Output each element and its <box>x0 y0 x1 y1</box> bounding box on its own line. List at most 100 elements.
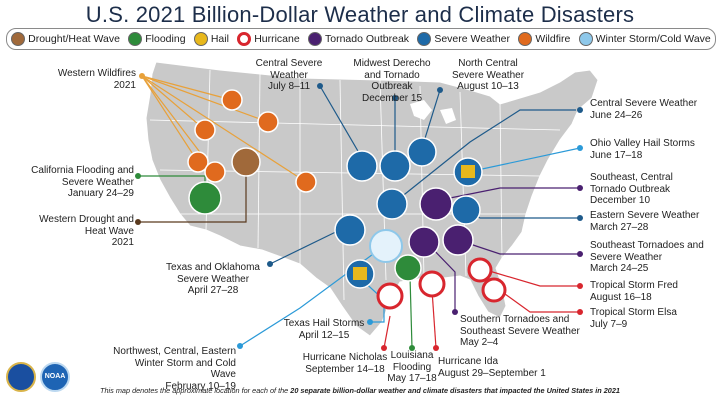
severe-weather-icon <box>451 195 481 225</box>
severe-weather-icon <box>417 32 432 46</box>
tornado-icon <box>442 224 474 256</box>
event-date: May 2–4 <box>460 337 499 348</box>
label-southern-tornadoes: Southern Tornadoes and Southeast Severe … <box>460 314 580 349</box>
flooding-icon <box>128 32 143 46</box>
legend-label: Severe Weather <box>434 33 511 45</box>
winter-storm-icon <box>369 229 403 263</box>
event-name: Southeast, Central Tornado Outbreak <box>590 172 673 195</box>
severe-weather-markers <box>334 137 481 246</box>
event-date: April 12–15 <box>298 329 350 341</box>
event-name: Ohio Valley Hail Storms <box>590 138 695 149</box>
flooding-icon <box>188 181 222 215</box>
great-lakes <box>410 100 456 124</box>
commerce-seal-icon <box>6 362 36 392</box>
noaa-logo-text: NOAA <box>44 373 66 380</box>
event-name: Midwest Derecho and Tornado Outbreak <box>353 58 431 92</box>
event-date: September 14–18 <box>305 363 385 375</box>
legend-item-hurricane: Hurricane <box>237 32 300 46</box>
event-date: August 29–September 1 <box>438 367 546 379</box>
event-name: North Central Severe Weather <box>451 58 525 81</box>
label-midwest-derecho: Midwest Derecho and Tornado Outbreak Dec… <box>344 58 440 104</box>
label-western-wildfires: Western Wildfires 2021 <box>30 68 136 91</box>
footer-note: This map denotes the approximate locatio… <box>80 386 640 395</box>
drought-icon <box>231 147 261 177</box>
hail-icon <box>193 32 208 46</box>
event-name: Eastern Severe Weather <box>590 210 700 221</box>
event-name: Western Drought and Heat Wave <box>39 214 134 237</box>
label-western-drought: Western Drought and Heat Wave 2021 <box>36 214 134 249</box>
event-name: Central Severe Weather <box>590 98 698 109</box>
event-date: January 24–29 <box>67 188 134 199</box>
label-winter-storm: Northwest, Central, Eastern Winter Storm… <box>110 346 236 392</box>
legend-label: Hurricane <box>254 33 300 45</box>
severe-weather-icon <box>334 214 366 246</box>
severe-weather-icon <box>379 150 411 182</box>
label-central-severe-june: Central Severe Weather June 24–26 <box>590 98 710 121</box>
severe-weather-icon <box>346 150 378 182</box>
wildfire-icon <box>257 111 279 133</box>
event-date: December 10 <box>590 195 651 206</box>
event-date: July 8–11 <box>267 81 311 92</box>
event-date: March 24–25 <box>590 263 649 274</box>
legend: Drought/Heat Wave Flooding Hail Hurrican… <box>6 28 716 50</box>
event-name: Tropical Storm Fred <box>590 280 678 291</box>
wildfire-icon <box>518 32 533 46</box>
label-eastern-severe: Eastern Severe Weather March 27–28 <box>590 210 716 233</box>
hurricane-icon <box>467 257 493 283</box>
event-date: August 16–18 <box>590 291 652 303</box>
event-date: May 17–18 <box>387 373 437 384</box>
label-southeast-central-tornado: Southeast, Central Tornado Outbreak Dece… <box>590 172 710 207</box>
legend-item-tornado: Tornado Outbreak <box>308 32 409 46</box>
label-ida: Hurricane Ida August 29–September 1 <box>438 356 558 379</box>
label-central-severe-july: Central Severe Weather July 8–11 <box>244 58 334 93</box>
wildfire-icon <box>221 89 243 111</box>
hurricane-icon <box>237 32 252 46</box>
hurricane-icon <box>376 282 404 310</box>
label-southeast-tornadoes: Southeast Tornadoes and Severe Weather M… <box>590 240 714 275</box>
hurricane-markers <box>376 257 507 310</box>
footer-text: This map denotes the approximate locatio… <box>100 386 291 395</box>
severe-weather-icon <box>376 188 408 220</box>
label-ohio-valley: Ohio Valley Hail Storms June 17–18 <box>590 138 710 161</box>
event-date: March 27–28 <box>590 221 649 233</box>
event-date: August 10–13 <box>457 81 519 92</box>
severe-weather-icon <box>407 137 437 167</box>
label-california-flooding: California Flooding and Severe Weather J… <box>20 165 134 200</box>
event-name: Northwest, Central, Eastern Winter Storm… <box>113 346 236 380</box>
wildfire-icon <box>194 119 216 141</box>
event-date: April 27–28 <box>187 285 239 296</box>
event-name: Southeast Tornadoes and Severe Weather <box>590 240 704 263</box>
label-louisiana-flooding: Louisiana Flooding May 17–18 <box>384 350 440 385</box>
wildfire-markers <box>187 89 317 193</box>
tornado-markers <box>408 187 474 258</box>
event-name: Southern Tornadoes and Southeast Severe … <box>460 314 580 337</box>
legend-label: Drought/Heat Wave <box>28 33 120 45</box>
event-date: June 24–26 <box>590 109 643 121</box>
event-name: Tropical Storm Elsa <box>590 307 677 318</box>
legend-item-hail: Hail <box>193 32 229 46</box>
tornado-icon <box>408 226 440 258</box>
label-north-central: North Central Severe Weather August 10–1… <box>446 58 530 93</box>
label-dots <box>135 73 583 351</box>
legend-item-drought: Drought/Heat Wave <box>11 32 120 46</box>
label-fred: Tropical Storm Fred August 16–18 <box>590 280 710 303</box>
page-title: U.S. 2021 Billion-Dollar Weather and Cli… <box>85 2 635 27</box>
label-elsa: Tropical Storm Elsa July 7–9 <box>590 307 710 330</box>
event-name: California Flooding and Severe Weather <box>31 165 134 188</box>
tornado-icon <box>419 187 453 221</box>
event-date: February 10–19 <box>165 380 236 392</box>
hurricane-icon <box>481 277 507 303</box>
hurricane-icon <box>418 270 446 298</box>
legend-label: Tornado Outbreak <box>325 33 410 45</box>
legend-item-severe: Severe Weather <box>417 32 510 46</box>
wildfire-icon <box>204 161 226 183</box>
event-date: 2021 <box>111 237 134 248</box>
event-date: June 17–18 <box>590 149 643 161</box>
event-date: 2021 <box>113 79 136 91</box>
legend-label: Hail <box>210 33 229 45</box>
label-texas-oklahoma: Texas and Oklahoma Severe Weather April … <box>160 262 266 297</box>
hail-symbol <box>353 267 367 280</box>
label-texas-hail: Texas Hail Storms April 12–15 <box>276 318 372 341</box>
legend-item-wildfire: Wildfire <box>518 32 570 46</box>
legend-item-winter: Winter Storm/Cold Wave <box>578 32 711 46</box>
